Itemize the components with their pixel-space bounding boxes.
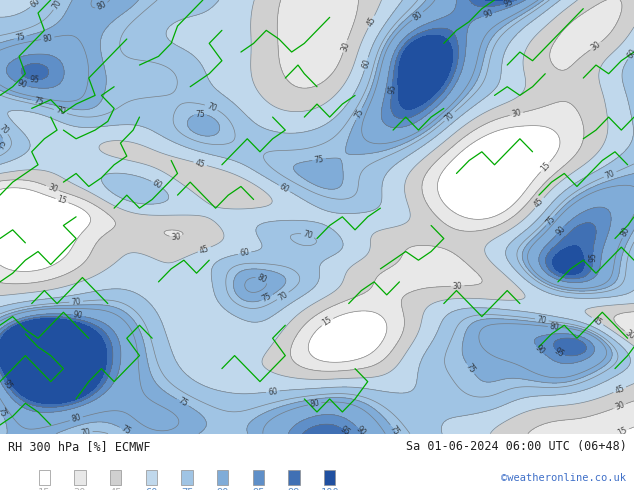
Text: 100: 100 bbox=[320, 488, 339, 490]
Text: 75: 75 bbox=[195, 110, 205, 119]
Text: 70: 70 bbox=[302, 229, 314, 241]
Text: 90: 90 bbox=[16, 79, 29, 91]
Text: 90: 90 bbox=[482, 9, 494, 20]
Text: 70: 70 bbox=[276, 290, 289, 302]
Text: 75: 75 bbox=[314, 154, 325, 165]
Text: 15: 15 bbox=[38, 488, 51, 490]
Text: 70: 70 bbox=[51, 0, 63, 11]
Text: 70: 70 bbox=[443, 110, 456, 123]
Text: 80: 80 bbox=[70, 413, 82, 424]
Bar bbox=[252, 470, 264, 486]
Text: 70: 70 bbox=[536, 315, 547, 325]
Text: 30: 30 bbox=[624, 328, 634, 342]
Text: 15: 15 bbox=[539, 160, 552, 173]
Text: 30: 30 bbox=[614, 400, 626, 412]
Text: 70: 70 bbox=[604, 169, 616, 180]
Text: 95: 95 bbox=[1, 378, 13, 391]
Text: 75: 75 bbox=[181, 488, 193, 490]
Text: 45: 45 bbox=[198, 244, 210, 255]
Text: 75: 75 bbox=[0, 139, 8, 151]
Text: RH 300 hPa [%] ECMWF: RH 300 hPa [%] ECMWF bbox=[8, 441, 150, 453]
Text: 45: 45 bbox=[591, 315, 604, 327]
Text: 45: 45 bbox=[195, 158, 206, 170]
Text: 75: 75 bbox=[119, 424, 132, 437]
Text: 95: 95 bbox=[588, 252, 597, 262]
Text: 60: 60 bbox=[361, 58, 372, 70]
Text: 60: 60 bbox=[151, 178, 164, 191]
Bar bbox=[288, 470, 300, 486]
Text: 30: 30 bbox=[74, 488, 86, 490]
Text: 45: 45 bbox=[365, 15, 378, 28]
Text: 45: 45 bbox=[110, 488, 122, 490]
Text: 15: 15 bbox=[56, 195, 68, 206]
Text: 75: 75 bbox=[176, 396, 189, 409]
Text: 60: 60 bbox=[278, 182, 291, 195]
Text: 80: 80 bbox=[550, 322, 560, 332]
Text: 80: 80 bbox=[411, 9, 424, 23]
Text: 30: 30 bbox=[339, 40, 351, 52]
Text: 95: 95 bbox=[387, 83, 397, 94]
Text: 70: 70 bbox=[55, 106, 67, 117]
Text: 95: 95 bbox=[502, 0, 514, 9]
Text: 75: 75 bbox=[261, 292, 273, 304]
Bar bbox=[181, 470, 193, 486]
Text: 70: 70 bbox=[80, 427, 91, 438]
Bar bbox=[146, 470, 157, 486]
Text: 60: 60 bbox=[239, 248, 250, 258]
Text: 80: 80 bbox=[42, 33, 53, 44]
Text: 90: 90 bbox=[216, 488, 229, 490]
Text: 80: 80 bbox=[619, 226, 631, 238]
Text: 30: 30 bbox=[171, 232, 181, 242]
Text: 80: 80 bbox=[309, 398, 320, 409]
Text: 90: 90 bbox=[533, 343, 547, 356]
Text: 90: 90 bbox=[72, 311, 83, 321]
Text: 30: 30 bbox=[46, 182, 58, 194]
Text: 60: 60 bbox=[268, 387, 278, 396]
Text: 80: 80 bbox=[256, 272, 268, 285]
Text: 15: 15 bbox=[321, 316, 333, 328]
Text: 95: 95 bbox=[553, 346, 566, 359]
Text: 75: 75 bbox=[32, 96, 44, 107]
Bar bbox=[217, 470, 228, 486]
Text: 45: 45 bbox=[533, 196, 546, 210]
Text: 60: 60 bbox=[625, 47, 634, 60]
Text: 30: 30 bbox=[589, 39, 602, 52]
Text: 60: 60 bbox=[29, 0, 42, 9]
Text: 90: 90 bbox=[554, 224, 567, 237]
Text: 60: 60 bbox=[145, 488, 158, 490]
Text: 95: 95 bbox=[339, 424, 351, 437]
Text: 99: 99 bbox=[288, 488, 301, 490]
Text: 30: 30 bbox=[510, 108, 522, 119]
Text: 45: 45 bbox=[614, 384, 626, 396]
Text: 30: 30 bbox=[453, 281, 463, 291]
Text: 75: 75 bbox=[15, 32, 27, 43]
Bar bbox=[324, 470, 335, 486]
Text: 75: 75 bbox=[353, 107, 365, 120]
Text: 95: 95 bbox=[252, 488, 264, 490]
Bar bbox=[110, 470, 121, 486]
Text: Sa 01-06-2024 06:00 UTC (06+48): Sa 01-06-2024 06:00 UTC (06+48) bbox=[406, 441, 626, 453]
Text: 80: 80 bbox=[95, 0, 108, 12]
Bar bbox=[39, 470, 50, 486]
Text: 75: 75 bbox=[464, 362, 477, 375]
Bar bbox=[74, 470, 86, 486]
Text: 15: 15 bbox=[617, 425, 629, 438]
Text: 70: 70 bbox=[205, 101, 217, 113]
Text: 75: 75 bbox=[0, 406, 8, 418]
Text: 95: 95 bbox=[30, 75, 40, 85]
Text: 90: 90 bbox=[354, 424, 367, 438]
Text: ©weatheronline.co.uk: ©weatheronline.co.uk bbox=[501, 473, 626, 483]
Text: 70: 70 bbox=[0, 122, 10, 136]
Text: 75: 75 bbox=[544, 214, 557, 227]
Text: 75: 75 bbox=[387, 423, 401, 437]
Text: 70: 70 bbox=[71, 297, 81, 307]
